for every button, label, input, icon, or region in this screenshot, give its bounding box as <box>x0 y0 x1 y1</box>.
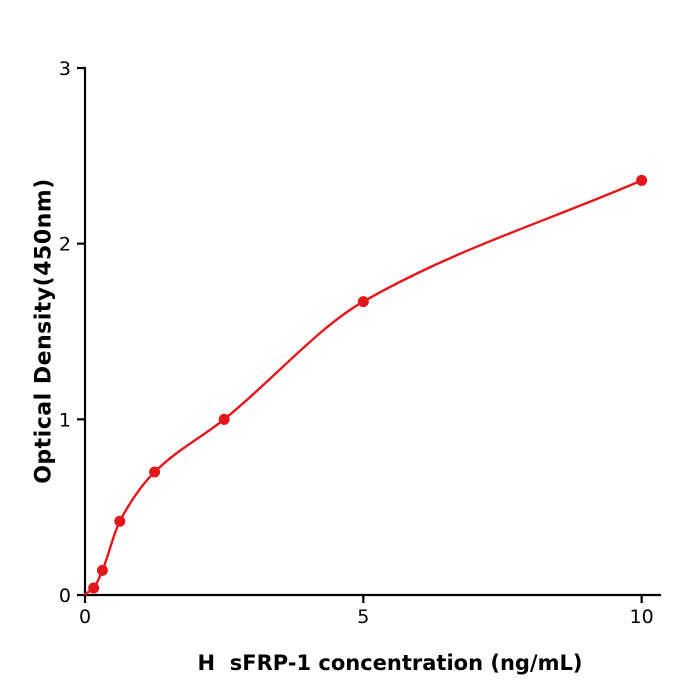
data-point <box>636 174 648 186</box>
data-point <box>114 515 126 527</box>
y-tick-label: 2 <box>59 234 71 256</box>
y-tick-label: 3 <box>59 58 71 80</box>
y-tick-label: 1 <box>59 409 71 431</box>
data-point <box>357 296 369 308</box>
y-tick-label: 0 <box>59 585 71 607</box>
data-point <box>96 564 108 576</box>
data-point <box>149 466 161 478</box>
x-tick-label: 0 <box>79 606 91 628</box>
x-tick-label: 10 <box>630 606 654 628</box>
data-point <box>88 582 100 594</box>
fit-curve <box>83 179 643 596</box>
data-point <box>218 413 230 425</box>
x-tick-label: 5 <box>357 606 369 628</box>
